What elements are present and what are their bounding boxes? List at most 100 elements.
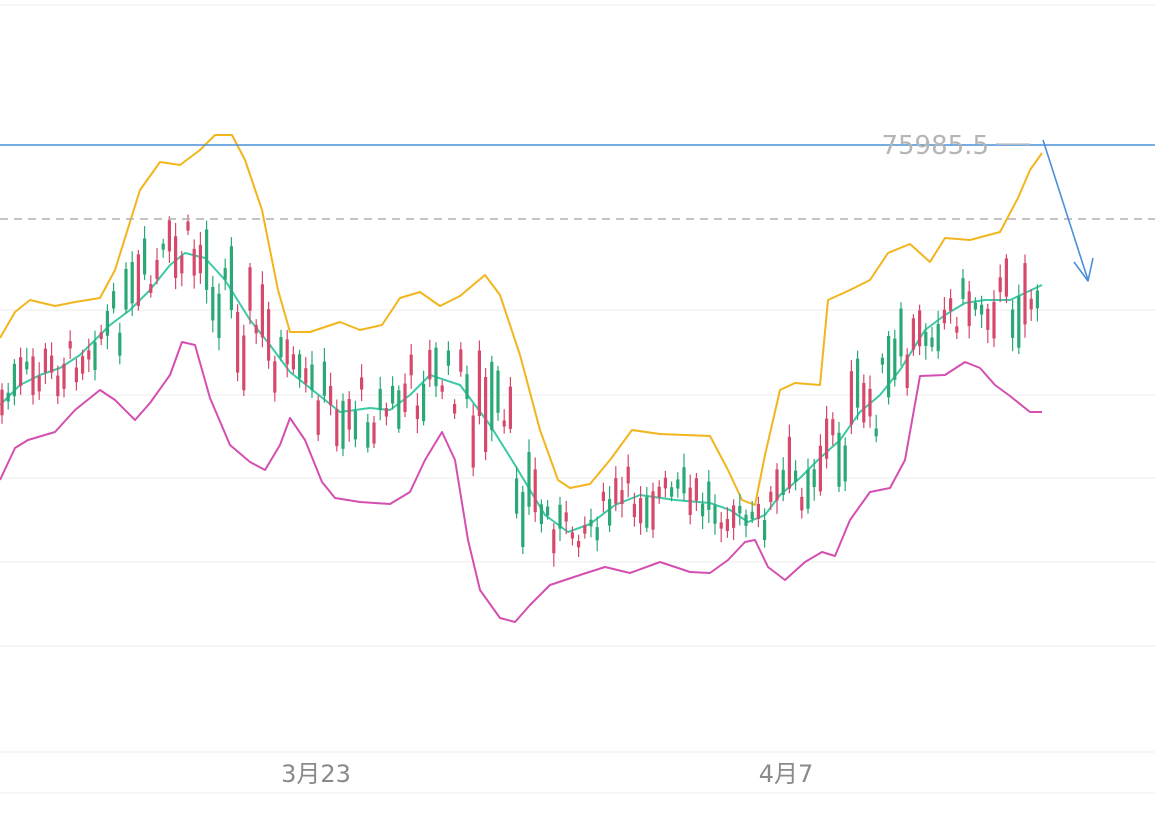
candle-body bbox=[887, 335, 891, 398]
candle-body bbox=[490, 361, 494, 431]
candle-body bbox=[533, 469, 537, 513]
candle-body bbox=[496, 370, 500, 413]
candle-body bbox=[43, 348, 47, 373]
candle-body bbox=[620, 490, 624, 505]
candle-body bbox=[248, 267, 252, 311]
candle-body bbox=[391, 385, 395, 404]
candle-body bbox=[961, 278, 965, 299]
candle-body bbox=[93, 342, 97, 370]
candle-body bbox=[434, 347, 438, 387]
candle-body bbox=[422, 383, 426, 422]
candle-body bbox=[384, 408, 388, 417]
candle-body bbox=[744, 514, 748, 526]
candle-body bbox=[291, 354, 295, 370]
candle-body bbox=[942, 309, 946, 324]
candle-body bbox=[143, 238, 147, 275]
candle-body bbox=[688, 487, 692, 516]
x-axis: 3月23 4月7 bbox=[281, 760, 813, 788]
candle-body bbox=[415, 405, 419, 420]
candle-body bbox=[918, 310, 922, 347]
candle-body bbox=[136, 254, 140, 306]
candle-body bbox=[856, 358, 860, 408]
candle-body bbox=[930, 337, 934, 347]
candle-body bbox=[831, 419, 835, 436]
candle-body bbox=[515, 478, 519, 514]
candle-body bbox=[880, 357, 884, 365]
candle-body bbox=[806, 469, 810, 509]
candle-body bbox=[657, 486, 661, 498]
candle-body bbox=[118, 332, 122, 356]
x-tick-label: 3月23 bbox=[281, 760, 351, 788]
candle-body bbox=[701, 503, 705, 517]
candle-body bbox=[936, 323, 940, 352]
candle-body bbox=[1035, 290, 1039, 309]
candle-body bbox=[19, 357, 23, 387]
candle-body bbox=[986, 308, 990, 330]
candle-body bbox=[155, 259, 159, 279]
candle-body bbox=[949, 298, 953, 311]
candle-body bbox=[874, 428, 878, 437]
candle-body bbox=[223, 268, 227, 280]
candle-body bbox=[236, 311, 240, 373]
candle-body bbox=[868, 388, 872, 417]
candle-body bbox=[484, 377, 488, 453]
candle-body bbox=[899, 308, 903, 357]
candle-body bbox=[1004, 258, 1008, 297]
candle-body bbox=[732, 505, 736, 528]
candle-body bbox=[341, 400, 345, 449]
candle-body bbox=[477, 350, 481, 417]
candle-body bbox=[465, 374, 469, 400]
down-arrow-head bbox=[1073, 257, 1094, 282]
candle-body bbox=[37, 376, 41, 392]
candle-body bbox=[81, 356, 85, 374]
candle-body bbox=[527, 452, 531, 507]
candle-body bbox=[366, 422, 370, 448]
candle-body bbox=[149, 284, 153, 293]
candle-body bbox=[676, 479, 680, 489]
candle-body bbox=[310, 364, 314, 391]
candle-body bbox=[707, 481, 711, 510]
candle-body bbox=[322, 361, 326, 396]
candle-body bbox=[1029, 298, 1033, 310]
candle-body bbox=[589, 519, 593, 527]
candle-body bbox=[459, 349, 463, 372]
candle-body bbox=[329, 385, 333, 406]
candle-body bbox=[360, 377, 364, 390]
candle-body bbox=[6, 392, 10, 402]
candle-body bbox=[750, 511, 754, 520]
candle-body bbox=[229, 246, 233, 310]
candle-body bbox=[446, 350, 450, 366]
candle-body bbox=[260, 284, 264, 338]
lower-band-line bbox=[0, 341, 1042, 623]
down-arrow-shaft bbox=[1042, 139, 1089, 281]
candle-body bbox=[998, 277, 1002, 293]
candle-body bbox=[781, 469, 785, 495]
candle-body bbox=[967, 291, 971, 327]
candle-body bbox=[738, 505, 742, 514]
candle-body bbox=[279, 337, 283, 358]
candle-body bbox=[298, 354, 302, 379]
candle-body bbox=[794, 470, 798, 482]
grid-lines bbox=[0, 4, 1155, 794]
candle-body bbox=[25, 361, 29, 370]
candle-body bbox=[397, 390, 401, 429]
candle-body bbox=[62, 363, 66, 389]
candle-body bbox=[626, 466, 630, 484]
candle-body bbox=[787, 436, 791, 489]
overlay bbox=[0, 139, 1155, 282]
candle-body bbox=[843, 445, 847, 482]
candle-body bbox=[725, 519, 729, 532]
bollinger-bands bbox=[0, 134, 1043, 623]
candle-body bbox=[198, 244, 202, 274]
candle-body bbox=[713, 505, 717, 524]
candle-body bbox=[719, 522, 723, 529]
candle-body bbox=[763, 519, 767, 541]
candle-body bbox=[68, 341, 72, 349]
candle-body bbox=[471, 415, 475, 468]
candle-body bbox=[285, 339, 289, 365]
upper-band-line bbox=[0, 134, 1043, 506]
candle-body bbox=[583, 525, 587, 534]
candle-body bbox=[849, 371, 853, 425]
candle-body bbox=[651, 491, 655, 530]
candle-body bbox=[378, 388, 382, 411]
